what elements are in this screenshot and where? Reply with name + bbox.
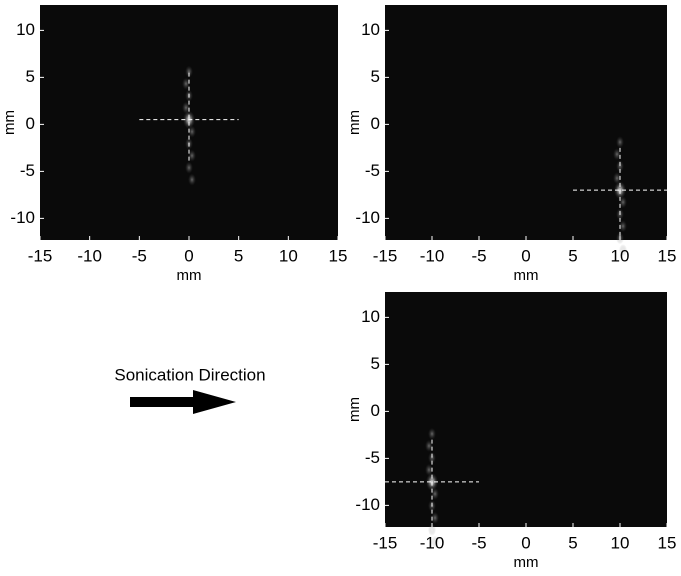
- speckle: [619, 196, 627, 209]
- x-tick-label: 10: [611, 246, 630, 265]
- y-tick-label: -5: [20, 161, 35, 180]
- speckle: [619, 220, 627, 233]
- speckle: [619, 244, 627, 257]
- y-tick-label: 5: [371, 67, 380, 86]
- speckle: [188, 149, 196, 162]
- speckle: [185, 161, 193, 174]
- y-tick-label: 0: [26, 114, 35, 133]
- speckle: [182, 101, 190, 114]
- speckle: [613, 148, 621, 161]
- y-tick-label: 10: [16, 20, 35, 39]
- y-axis-label: mm: [1, 110, 18, 135]
- y-tick-label: 10: [361, 20, 380, 39]
- x-tick-label: 0: [521, 533, 530, 552]
- y-tick-label: 10: [361, 307, 380, 326]
- speckle: [428, 427, 436, 440]
- x-tick-label: -15: [28, 246, 53, 265]
- direction-arrow: [130, 390, 236, 414]
- x-tick-label: -15: [373, 533, 398, 552]
- x-tick-label: 15: [329, 246, 348, 265]
- speckle: [188, 173, 196, 186]
- x-tick-label: 0: [184, 246, 193, 265]
- x-tick-label: 5: [568, 533, 577, 552]
- x-tick-label: -10: [77, 246, 102, 265]
- y-tick-label: 5: [26, 67, 35, 86]
- x-tick-label: 10: [279, 246, 298, 265]
- y-tick-label: 0: [371, 114, 380, 133]
- x-axis-label: mm: [514, 554, 539, 571]
- y-tick-label: 0: [371, 401, 380, 420]
- x-tick-label: 0: [521, 246, 530, 265]
- x-tick-label: -10: [420, 246, 445, 265]
- speckle: [188, 125, 196, 138]
- speckle: [431, 511, 439, 524]
- y-tick-label: -5: [365, 161, 380, 180]
- x-axis-label: mm: [514, 267, 539, 284]
- x-tick-label: -15: [373, 246, 398, 265]
- speckle: [616, 160, 624, 173]
- y-tick-label: -10: [10, 208, 35, 227]
- x-tick-label: -5: [471, 533, 486, 552]
- x-axis-label: mm: [177, 267, 202, 284]
- y-axis-label: mm: [346, 110, 363, 135]
- x-tick-label: -5: [471, 246, 486, 265]
- speckle: [616, 136, 624, 149]
- y-axis-label: mm: [346, 397, 363, 422]
- speckle: [182, 77, 190, 90]
- speckle: [613, 172, 621, 185]
- speckle: [431, 535, 439, 548]
- annotation: Sonication Direction: [114, 365, 265, 384]
- x-tick-label: 10: [611, 533, 630, 552]
- x-tick-label: 5: [234, 246, 243, 265]
- speckle: [428, 523, 436, 536]
- x-tick-label: -5: [132, 246, 147, 265]
- x-tick-label: 15: [658, 533, 677, 552]
- speckle: [431, 487, 439, 500]
- speckle: [425, 463, 433, 476]
- speckle: [425, 439, 433, 452]
- x-tick-label: -10: [420, 533, 445, 552]
- speckle: [185, 65, 193, 78]
- y-tick-label: 5: [371, 354, 380, 373]
- y-tick-label: -10: [355, 495, 380, 514]
- x-tick-label: 5: [568, 246, 577, 265]
- image-area: [385, 292, 667, 527]
- y-tick-label: -10: [355, 208, 380, 227]
- y-tick-label: -5: [365, 448, 380, 467]
- speckle: [428, 451, 436, 464]
- x-tick-label: 15: [658, 246, 677, 265]
